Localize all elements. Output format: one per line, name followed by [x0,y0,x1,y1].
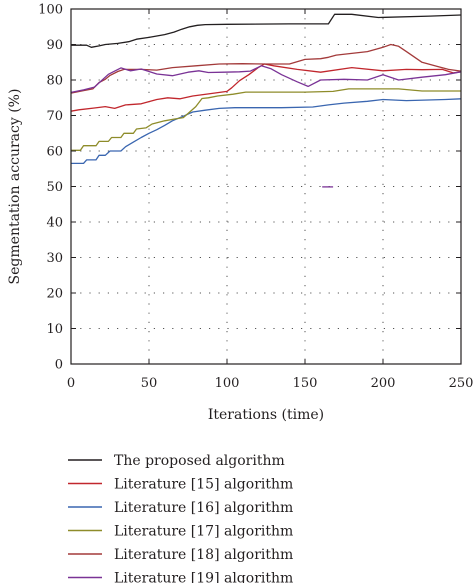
legend: The proposed algorithm Literature [15] al… [68,453,293,583]
legend-label: Literature [15] algorithm [114,477,293,493]
series-line-3 [71,88,461,151]
series-line-2 [71,98,462,165]
x-axis-title: Iterations (time) [208,407,324,423]
legend-label: The proposed algorithm [114,453,285,469]
legend-item: Literature [15] algorithm [68,477,293,493]
tick-layer: 0 10 20 30 40 50 60 70 80 90 100 0 50 100 150 200 250 [38,3,473,392]
y-tick-label: 50 [46,180,63,195]
x-tick-label: 0 [67,376,75,391]
legend-item: Literature [18] algorithm [68,547,293,563]
y-tick-label: 40 [46,216,63,231]
grid-layer [71,9,461,364]
series-line-0 [71,13,462,48]
series-line-4 [70,43,462,94]
y-tick-label: 90 [46,38,63,53]
legend-item: Literature [16] algorithm [68,500,293,516]
series-line-5 [70,65,462,94]
legend-label: Literature [16] algorithm [114,500,293,516]
x-tick-label: 50 [141,376,158,391]
y-tick-label: 0 [55,358,63,373]
y-tick-label: 10 [46,322,63,337]
legend-label: Literature [18] algorithm [114,547,293,563]
series-line-1 [70,63,462,112]
legend-item: The proposed algorithm [68,453,285,469]
x-tick-label: 100 [215,376,240,391]
y-tick-label: 20 [46,287,63,302]
y-tick-label: 100 [38,3,63,18]
legend-label: Literature [19] algorithm [114,571,293,583]
x-tick-label: 200 [371,376,396,391]
y-axis-title: Segmentation accuracy (%) [7,89,23,285]
y-tick-label: 80 [46,74,63,89]
y-tick-label: 60 [46,145,63,160]
series-layer [70,13,462,188]
x-tick-label: 150 [293,376,318,391]
x-tick-label: 250 [449,376,474,391]
legend-item: Literature [19] algorithm [68,571,293,583]
legend-item: Literature [17] algorithm [68,524,293,540]
legend-label: Literature [17] algorithm [114,524,293,540]
y-tick-label: 30 [46,251,63,266]
y-tick-label: 70 [46,109,63,124]
